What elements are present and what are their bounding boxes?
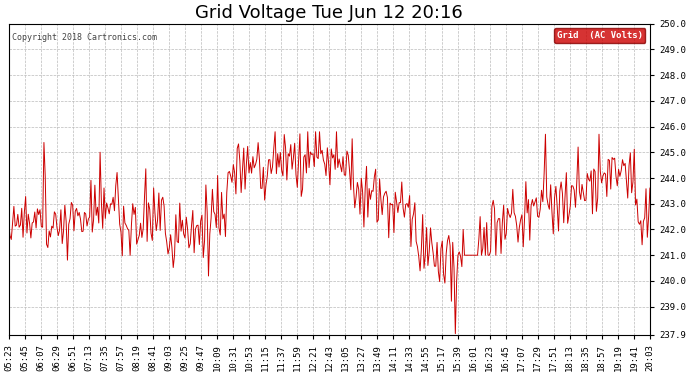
Grid  (AC Volts) <box>646 186 654 190</box>
Title: Grid Voltage Tue Jun 12 20:16: Grid Voltage Tue Jun 12 20:16 <box>195 4 463 22</box>
Grid  (AC Volts) <box>419 212 427 217</box>
Grid  (AC Volts) <box>590 167 598 171</box>
Grid  (AC Volts) <box>451 332 460 336</box>
Text: Copyright 2018 Cartronics.com: Copyright 2018 Cartronics.com <box>12 33 157 42</box>
Grid  (AC Volts) <box>546 183 555 187</box>
Grid  (AC Volts) <box>5 222 13 227</box>
Grid  (AC Volts) <box>250 165 258 170</box>
Grid  (AC Volts) <box>533 214 542 219</box>
Line: Grid  (AC Volts): Grid (AC Volts) <box>9 132 650 334</box>
Grid  (AC Volts) <box>75 210 83 214</box>
Legend: Grid  (AC Volts): Grid (AC Volts) <box>554 28 645 43</box>
Grid  (AC Volts) <box>271 129 279 134</box>
